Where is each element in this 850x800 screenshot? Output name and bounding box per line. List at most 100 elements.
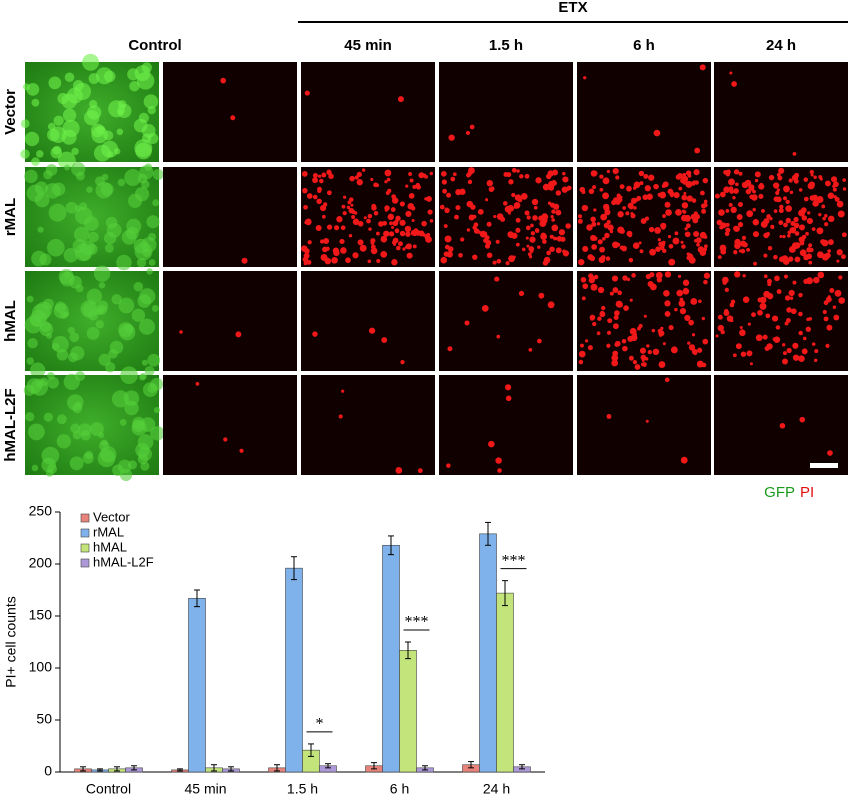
error-bar <box>388 535 394 556</box>
pi-cell <box>363 216 367 220</box>
pi-cell <box>685 180 693 188</box>
pi-cell <box>440 170 447 177</box>
x-tick-label: Control <box>86 781 131 797</box>
gfp-cell <box>64 164 71 171</box>
gfp-cell <box>29 313 43 327</box>
pi-cell <box>495 457 502 464</box>
error-bar <box>485 521 491 546</box>
pi-cell <box>799 416 806 423</box>
pi-cell <box>752 189 756 194</box>
pi-cell <box>812 200 819 207</box>
pi-cell <box>717 314 723 320</box>
pi-cell <box>551 224 559 232</box>
pi-cell <box>455 205 461 211</box>
pi-cell <box>668 325 674 331</box>
pi-cell <box>555 209 562 216</box>
pi-cell <box>220 77 226 84</box>
pi-cell <box>653 129 661 137</box>
pi-cell <box>787 256 794 262</box>
micrograph <box>24 265 161 378</box>
pi-cell <box>645 273 652 280</box>
pi-image <box>577 62 711 162</box>
pi-cell <box>673 192 680 199</box>
pi-cell <box>524 210 530 216</box>
pi-cell <box>454 214 459 220</box>
pi-cell <box>562 171 566 176</box>
pi-cell <box>529 255 533 259</box>
pi-cell <box>630 197 638 204</box>
pi-cell <box>611 275 619 282</box>
pi-cell <box>724 231 730 237</box>
pi-cell <box>759 296 767 304</box>
pi-cell <box>715 334 719 338</box>
pi-cell <box>440 256 448 264</box>
pi-cell <box>356 171 362 178</box>
gfp-cell <box>20 119 30 129</box>
pi-cell <box>625 211 630 216</box>
pi-cell <box>773 182 780 189</box>
pi-cell <box>525 225 531 231</box>
error-bar <box>177 768 183 772</box>
pi-cell <box>581 190 586 195</box>
gfp-cell <box>147 353 161 367</box>
pi-cell <box>609 291 614 296</box>
pi-cell <box>405 210 412 217</box>
pi-cell <box>751 312 756 318</box>
treatment-label: ETX <box>558 0 587 16</box>
pi-cell <box>323 237 330 245</box>
pi-cell <box>674 307 678 312</box>
pi-cell <box>378 221 384 227</box>
pi-cell <box>371 205 377 211</box>
pi-cell <box>549 234 554 239</box>
pi-cell <box>720 222 727 229</box>
pi-cell <box>639 181 644 186</box>
pi-cell <box>741 235 747 241</box>
pi-cell <box>354 175 359 180</box>
gfp-cell <box>79 202 88 211</box>
pi-cell <box>798 188 803 192</box>
pi-cell <box>405 184 409 188</box>
pi-cell <box>725 227 731 233</box>
pi-cell <box>391 226 395 230</box>
pi-cell <box>416 184 421 190</box>
pi-cell <box>422 173 427 178</box>
error-bar <box>228 766 234 772</box>
gfp-cell <box>118 322 134 338</box>
pi-cell <box>328 173 334 180</box>
pi-cell <box>331 256 338 264</box>
pi-cell <box>657 238 661 242</box>
pi-cell <box>716 219 723 226</box>
y-tick-label: 150 <box>29 607 53 623</box>
pi-cell <box>591 244 597 250</box>
pi-image <box>163 167 297 267</box>
micrograph <box>163 62 297 162</box>
pi-cell <box>627 335 634 342</box>
pi-cell <box>395 467 403 474</box>
pi-cell <box>593 274 599 280</box>
pi-cell <box>577 218 583 224</box>
gfp-cell <box>82 302 97 317</box>
pi-cell <box>351 209 356 215</box>
pi-cell <box>619 184 625 190</box>
pi-cell <box>781 343 786 347</box>
pi-cell <box>467 179 473 185</box>
gfp-cell <box>86 327 100 340</box>
pi-cell <box>324 257 332 265</box>
x-tick-label: 1.5 h <box>287 781 318 797</box>
pi-cell <box>444 207 450 214</box>
pi-cell <box>834 196 840 202</box>
pi-cell <box>668 258 676 266</box>
gfp-cell <box>78 423 92 437</box>
pi-cell <box>507 205 515 212</box>
pi-cell <box>749 362 753 366</box>
gfp-cell <box>117 100 127 109</box>
pi-cell <box>806 217 813 225</box>
pi-cell <box>686 195 693 202</box>
pi-cell <box>508 179 514 185</box>
pi-cell <box>619 195 623 199</box>
pi-cell <box>740 351 747 357</box>
pi-cell <box>635 197 640 202</box>
pi-cell <box>682 288 690 295</box>
micrograph <box>439 167 573 267</box>
pi-cell <box>827 249 831 253</box>
